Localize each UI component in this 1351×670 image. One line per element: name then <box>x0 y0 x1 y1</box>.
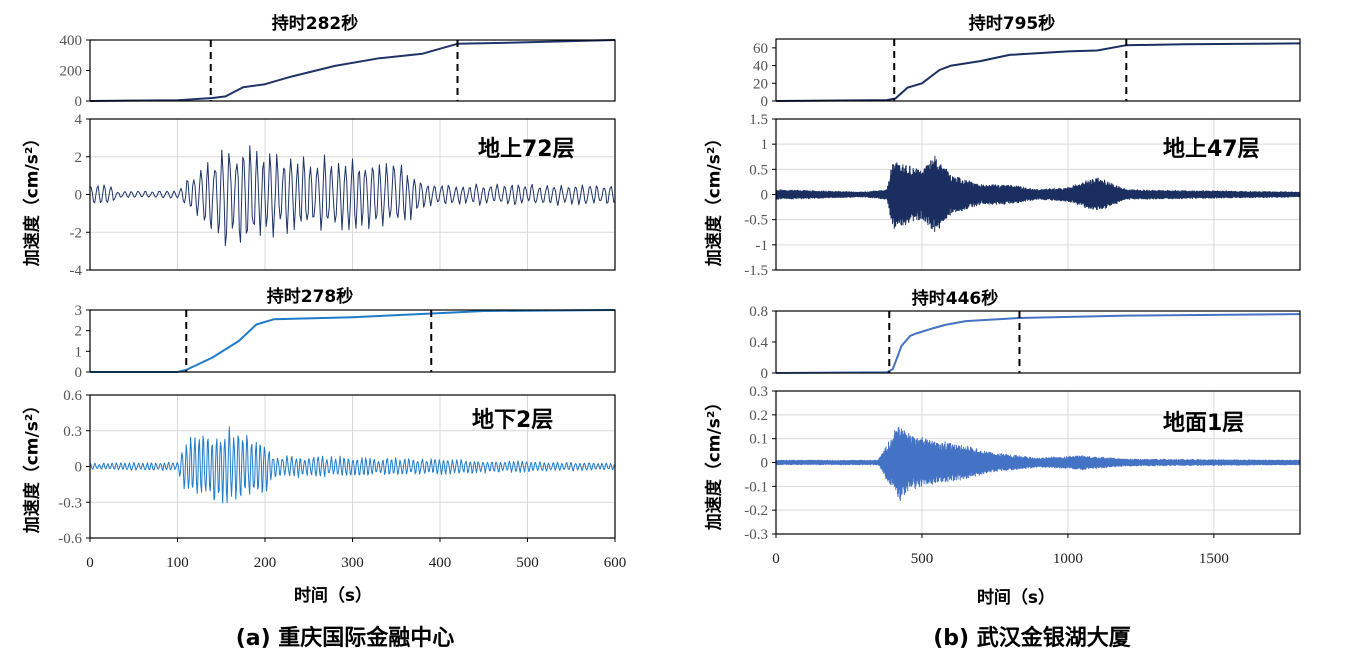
panel-L3: 0 1 2 3 <box>75 303 616 381</box>
y-tick-label: 0.3 <box>749 384 768 400</box>
x-tick-label: 600 <box>604 555 627 571</box>
y-tick-label: 60 <box>753 41 768 57</box>
x-tick-label: 200 <box>254 555 277 571</box>
y-axis-label-72f: 加速度（cm/s²） <box>22 129 43 267</box>
y-tick-label: 0 <box>761 366 769 382</box>
y-tick-label: 40 <box>753 59 768 75</box>
series-line-L1 <box>89 39 616 102</box>
series-line-R3 <box>775 313 1301 374</box>
y-tick-label: 0.6 <box>63 388 82 404</box>
y-axis-label-b2: 加速度（cm/s²） <box>22 396 43 534</box>
y-tick-label: 2 <box>75 150 83 166</box>
duration-title-b2: 持时278秒 <box>266 287 354 307</box>
y-tick-label: 200 <box>60 64 83 80</box>
y-tick-label: 4 <box>75 112 83 128</box>
floor-label-47f: 地上47层 <box>1163 137 1260 162</box>
y-tick-label: 0 <box>75 188 83 204</box>
x-tick-label: 500 <box>516 555 539 571</box>
caption-left: (a) 重庆国际金融中心 <box>235 626 455 651</box>
panel-L2: -4 -2 0 2 4 <box>70 112 616 279</box>
plot-frame-L1 <box>89 39 616 102</box>
y-tick-label: -0.2 <box>744 503 768 519</box>
y-tick-label: 1.5 <box>749 112 768 128</box>
plot-frame-R3 <box>775 310 1301 374</box>
panel-R2: -1.5 -1 -0.5 0 0.5 1 1.5 <box>744 112 1301 279</box>
y-tick-label: 0.5 <box>749 162 768 178</box>
y-tick-label: 3 <box>75 303 83 319</box>
y-tick-label: 0 <box>75 460 83 476</box>
y-axis-label-47f: 加速度（cm/s²） <box>704 129 725 267</box>
y-tick-label: -0.3 <box>58 495 82 511</box>
plot-frame-L3 <box>89 309 616 373</box>
y-tick-label: 0 <box>75 365 83 381</box>
y-tick-label: -0.5 <box>744 213 768 229</box>
y-tick-label: -2 <box>70 225 83 241</box>
series-line-L2 <box>89 145 616 247</box>
y-tick-label: -0.3 <box>744 527 768 543</box>
floor-label-72f: 地上72层 <box>478 137 575 162</box>
panel-R4: -0.3 -0.2 -0.1 0 0.1 0.2 0.3 0 500 1000 1500 <box>744 384 1301 567</box>
duration-title-72f: 持时282秒 <box>271 14 359 34</box>
y-tick-label: 400 <box>60 33 83 49</box>
series-line-R4 <box>775 426 1301 502</box>
y-tick-label: 0.1 <box>749 432 768 448</box>
series-line-L4 <box>89 426 616 504</box>
series-line-R1 <box>775 42 1301 102</box>
series-line-L3 <box>90 309 616 373</box>
caption-right: (b) 武汉金银湖大厦 <box>933 626 1131 651</box>
x-tick-label: 100 <box>166 555 189 571</box>
floor-label-b2: 地下2层 <box>472 408 554 433</box>
panel-L1: 0 200 400 <box>60 33 616 110</box>
y-tick-label: 0.4 <box>749 335 768 351</box>
x-tick-label: 500 <box>911 551 934 567</box>
x-tick-label: 0 <box>86 555 94 571</box>
floor-label-1f: 地面1层 <box>1163 411 1245 436</box>
y-tick-label: 1 <box>75 344 83 360</box>
x-tick-label: 0 <box>772 551 780 567</box>
y-tick-label: 20 <box>753 76 768 92</box>
duration-title-1f: 持时446秒 <box>911 289 999 309</box>
y-tick-label: -4 <box>70 263 83 279</box>
y-tick-label: -1 <box>756 238 769 254</box>
x-axis-label-right: 时间（s） <box>976 588 1056 608</box>
duration-title-47f: 持时795秒 <box>968 14 1056 34</box>
x-tick-label: 1000 <box>1053 551 1083 567</box>
x-tick-label: 300 <box>341 555 364 571</box>
y-tick-label: 0 <box>761 188 769 204</box>
y-tick-label: 0.8 <box>749 304 768 320</box>
y-tick-label: 0 <box>75 94 83 110</box>
panel-L4: -0.6 -0.3 0 0.3 0.6 0 100 200 300 400 500 600 <box>58 388 626 571</box>
y-tick-label: 2 <box>75 324 83 340</box>
x-axis-label-left: 时间（s） <box>293 586 373 606</box>
y-tick-label: 0.3 <box>63 424 82 440</box>
series-line-R2 <box>775 155 1301 233</box>
y-tick-label: -0.6 <box>58 531 82 547</box>
y-axis-label-1f: 加速度（cm/s²） <box>704 393 725 531</box>
y-tick-label: 1 <box>761 137 769 153</box>
y-tick-label: -0.1 <box>744 479 768 495</box>
x-tick-label: 400 <box>429 555 452 571</box>
y-tick-label: 0 <box>761 456 769 472</box>
x-tick-label: 1500 <box>1199 551 1229 567</box>
y-tick-label: 0 <box>761 94 769 110</box>
y-tick-label: 0.2 <box>749 408 768 424</box>
panel-R3: 0 0.4 0.8 <box>749 304 1301 382</box>
plot-frame-R1 <box>775 38 1301 102</box>
y-tick-label: -1.5 <box>744 263 768 279</box>
